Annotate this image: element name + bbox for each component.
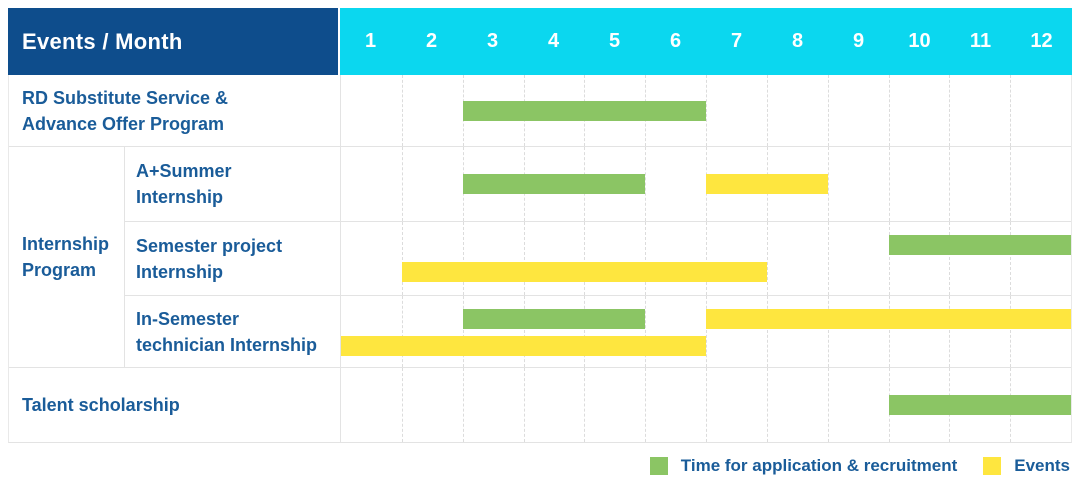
- month-gridline: [766, 368, 768, 442]
- legend-swatch-yellow: [983, 457, 1002, 475]
- month-cell-4: 4: [547, 30, 560, 52]
- month-gridline: [584, 368, 586, 442]
- month-gridline: [949, 147, 951, 221]
- month-cell-3: 3: [486, 30, 499, 52]
- gantt-bar-green: [462, 100, 706, 121]
- month-gridline: [584, 222, 586, 295]
- month-gridline: [1010, 296, 1012, 367]
- month-gridline: [1010, 75, 1012, 146]
- month-gridline: [1010, 222, 1012, 295]
- month-header-row: 1 2 3 4 5 6 7 8 9 10 11 12: [340, 8, 1072, 75]
- month-gridline: [401, 222, 403, 295]
- gantt-bar-green: [888, 235, 1071, 255]
- month-gridline: [401, 368, 403, 442]
- month-gridline: [949, 296, 951, 367]
- month-cell-11: 11: [969, 30, 992, 52]
- row-talent-scholarship: Talent scholarship: [9, 367, 1071, 442]
- month-cell-10: 10: [908, 30, 931, 52]
- month-gridline: [401, 147, 403, 221]
- month-gridline: [645, 296, 647, 367]
- timeline-semester-project: [340, 222, 1071, 295]
- gantt-bar-yellow: [401, 262, 767, 282]
- month-gridline: [706, 296, 707, 367]
- timeline-rd-substitute: [340, 75, 1071, 146]
- month-cell-7: 7: [730, 30, 743, 52]
- month-gridline: [827, 296, 829, 367]
- internship-program-group: Internship Program A+Summer Internship S…: [9, 146, 1071, 367]
- month-gridline: [949, 222, 951, 295]
- month-gridline: [523, 296, 525, 367]
- gantt-bar-green: [462, 309, 646, 329]
- table-header: Events / Month 1 2 3 4 5 6 7 8 9 10 11 1…: [8, 8, 1072, 75]
- month-gridline: [888, 296, 890, 367]
- legend-swatch-green: [649, 457, 668, 475]
- row-label-in-semester-technician: In-Semester technician Internship: [136, 308, 318, 355]
- row-semester-project: Semester project Internship: [125, 221, 1071, 295]
- gantt-bar-yellow: [706, 174, 828, 194]
- internship-program-rows: A+Summer Internship Semester project Int…: [125, 147, 1071, 367]
- timeline-talent-scholarship: [340, 368, 1071, 442]
- month-cell-6: 6: [669, 30, 682, 52]
- gantt-table: Events / Month 1 2 3 4 5 6 7 8 9 10 11 1…: [8, 8, 1072, 443]
- row-label-semester-project: Semester project Internship: [136, 235, 283, 282]
- table-body: RD Substitute Service & Advance Offer Pr…: [8, 75, 1072, 443]
- month-gridline: [766, 75, 768, 146]
- month-gridline: [766, 296, 768, 367]
- legend: Time for application & recruitment Event…: [649, 456, 1070, 476]
- legend-item-events: Events: [983, 456, 1070, 476]
- month-cell-1: 1: [364, 30, 377, 52]
- month-gridline: [462, 222, 464, 295]
- month-gridline: [766, 222, 768, 295]
- gantt-bar-green: [462, 174, 646, 194]
- row-label-a-plus-summer: A+Summer Internship: [136, 161, 232, 207]
- month-gridline: [401, 296, 403, 367]
- month-cell-12: 12: [1030, 30, 1053, 52]
- row-label-talent-scholarship: Talent scholarship: [22, 395, 180, 415]
- month-gridline: [706, 75, 707, 146]
- gantt-bar-yellow: [341, 336, 706, 356]
- month-gridline: [462, 296, 464, 367]
- month-gridline: [827, 75, 829, 146]
- month-gridline: [888, 147, 890, 221]
- row-in-semester-technician: In-Semester technician Internship: [125, 295, 1071, 367]
- month-gridline: [827, 147, 829, 221]
- month-cell-8: 8: [791, 30, 804, 52]
- month-gridline: [645, 368, 647, 442]
- events-month-header: Events / Month: [8, 8, 338, 75]
- row-a-plus-summer: A+Summer Internship: [125, 147, 1071, 221]
- month-gridline: [706, 222, 707, 295]
- month-gridline: [949, 75, 951, 146]
- month-gridline: [645, 222, 647, 295]
- month-gridline: [706, 368, 707, 442]
- row-label-rd-substitute: RD Substitute Service & Advance Offer Pr…: [22, 87, 229, 134]
- month-gridline: [827, 368, 829, 442]
- group-label-internship-program: Internship Program: [9, 147, 125, 367]
- month-gridline: [401, 75, 403, 146]
- row-rd-substitute: RD Substitute Service & Advance Offer Pr…: [9, 75, 1071, 146]
- month-cell-2: 2: [425, 30, 438, 52]
- timeline-a-plus-summer: [340, 147, 1071, 221]
- legend-label-application-recruitment: Time for application & recruitment: [680, 456, 958, 475]
- month-gridline: [1010, 147, 1012, 221]
- month-gridline: [645, 147, 647, 221]
- gantt-bar-green: [888, 395, 1071, 415]
- legend-item-application-recruitment: Time for application & recruitment: [649, 456, 958, 476]
- gantt-bar-yellow: [706, 309, 1071, 329]
- month-cell-9: 9: [852, 30, 865, 52]
- month-gridline: [888, 75, 890, 146]
- month-gridline: [523, 222, 525, 295]
- month-gridline: [827, 222, 829, 295]
- month-gridline: [462, 368, 464, 442]
- month-gridline: [523, 368, 525, 442]
- month-cell-5: 5: [608, 30, 621, 52]
- month-gridline: [584, 296, 586, 367]
- timeline-in-semester-technician: [340, 296, 1071, 367]
- month-gridline: [888, 222, 890, 295]
- legend-label-events: Events: [1014, 456, 1070, 475]
